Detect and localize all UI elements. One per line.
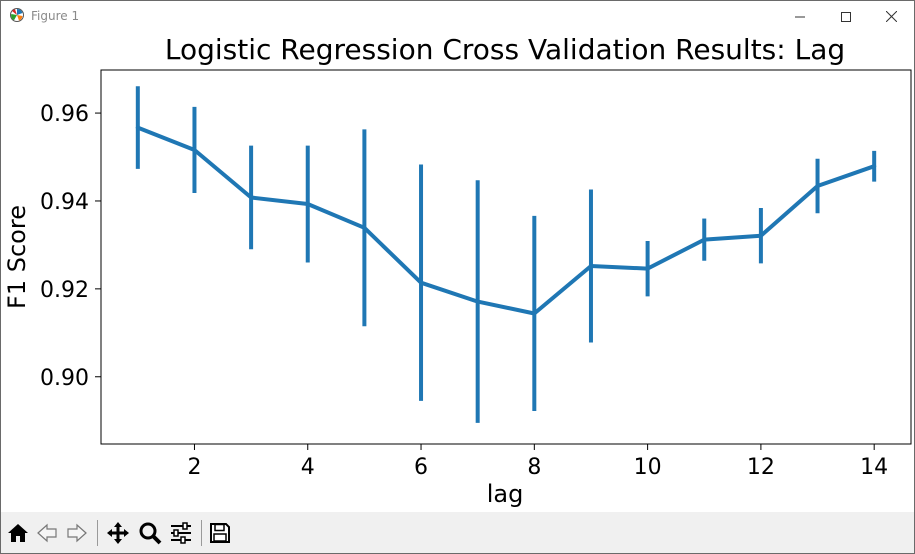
- zoom-icon: [139, 522, 162, 545]
- minimize-icon: [795, 16, 805, 17]
- window-title: Figure 1: [31, 9, 80, 23]
- x-tick-label: 14: [860, 455, 888, 480]
- x-tick-label: 12: [747, 455, 775, 480]
- x-tick-label: 4: [301, 455, 315, 480]
- plot-layer: [135, 86, 877, 423]
- save-icon: [210, 523, 230, 543]
- pan-button[interactable]: [105, 519, 131, 547]
- home-icon: [8, 524, 28, 542]
- maximize-icon: [841, 11, 851, 22]
- x-tick-label: 8: [527, 455, 541, 480]
- close-icon: [885, 11, 897, 22]
- maximize-button[interactable]: [823, 1, 869, 32]
- pan-icon: [107, 522, 129, 544]
- minimize-button[interactable]: [777, 1, 823, 32]
- toolbar-separator: [97, 520, 98, 546]
- toolbar-separator: [201, 520, 202, 546]
- close-button[interactable]: [868, 1, 914, 32]
- y-tick-label: 0.96: [40, 102, 89, 127]
- forward-button[interactable]: [64, 519, 90, 547]
- figure-canvas[interactable]: Logistic Regression Cross Validation Res…: [1, 32, 914, 511]
- x-axis: 2 4 6 8 10 12 14: [187, 444, 888, 480]
- y-axis-label: F1 Score: [3, 205, 31, 309]
- configure-subplots-button[interactable]: [168, 519, 194, 547]
- y-tick-label: 0.92: [40, 278, 89, 303]
- zoom-button[interactable]: [137, 519, 163, 547]
- series-line: [135, 125, 877, 316]
- axes-frame: [100, 69, 912, 445]
- configure-subplots-icon: [171, 522, 191, 544]
- x-tick-label: 2: [187, 455, 201, 480]
- y-axis: 0.90 0.92 0.94 0.96: [40, 102, 101, 391]
- x-tick-label: 6: [414, 455, 428, 480]
- chart-title: Logistic Regression Cross Validation Res…: [165, 33, 845, 66]
- title-bar: Figure 1: [1, 1, 914, 32]
- x-tick-label: 10: [634, 455, 662, 480]
- matplotlib-app-icon: [10, 8, 24, 22]
- navigation-toolbar: [1, 512, 914, 553]
- forward-icon: [67, 523, 87, 543]
- y-tick-label: 0.94: [40, 190, 89, 215]
- y-tick-label: 0.90: [40, 366, 89, 391]
- back-button[interactable]: [34, 519, 60, 547]
- line-chart: Logistic Regression Cross Validation Res…: [3, 33, 912, 508]
- x-axis-label: lag: [487, 480, 524, 508]
- back-icon: [37, 523, 57, 543]
- home-button[interactable]: [5, 519, 31, 547]
- save-button[interactable]: [207, 519, 233, 547]
